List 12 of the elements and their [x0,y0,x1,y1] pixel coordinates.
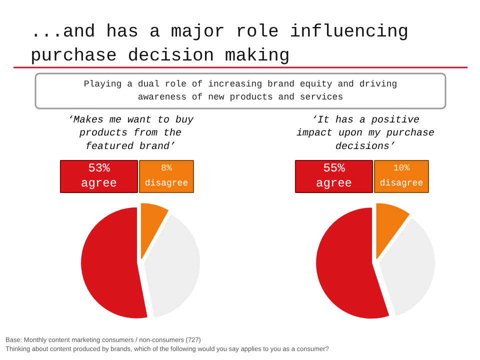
text: ...and has a major role influencing purchase decision making [30,22,409,66]
slice-label: agree [80,176,118,190]
data-label: 55% [323,162,346,176]
data-label: 10% [393,164,410,174]
slice-label: agree [316,176,352,190]
data-label: 53% [88,162,111,176]
text: Playing a dual role of increasing brand equity and driving awareness of new products and services [84,80,398,102]
slice-label: disagree [380,178,424,188]
slice-label: disagree [144,178,188,188]
chart-title: ‘It has a positive impact upon my purchase decisions’ [296,114,435,153]
data-label: 8% [161,164,172,174]
chart-title: ‘Makes me want to buy products from the featured brand’ [67,114,195,153]
